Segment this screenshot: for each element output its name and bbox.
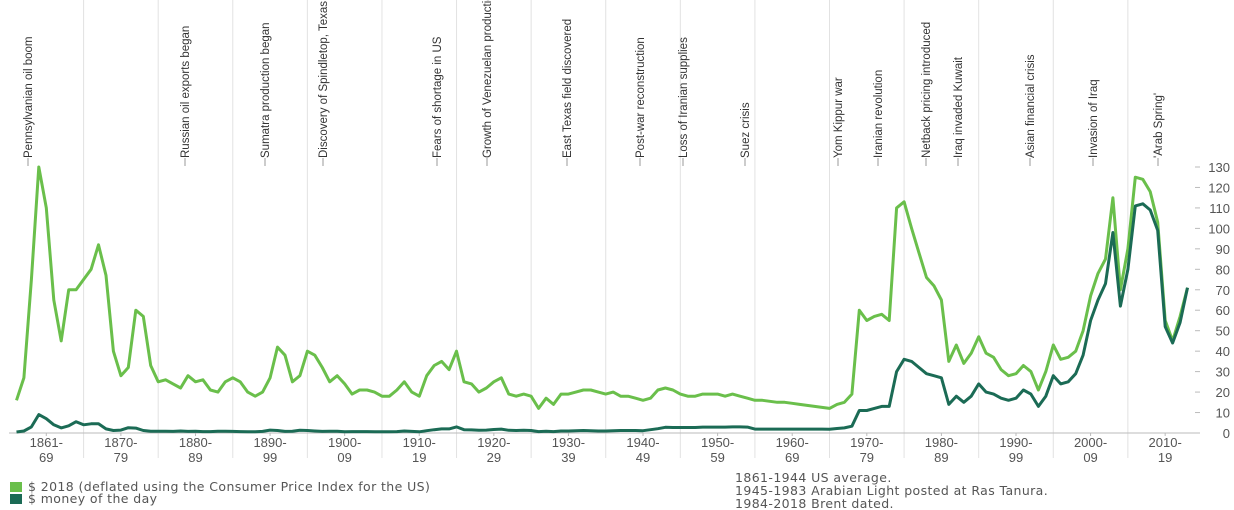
x-tick-label-line: 89 — [188, 450, 202, 465]
y-tick-label: 110 — [1209, 201, 1230, 216]
x-tick-label: 2000-09 — [1074, 435, 1107, 465]
x-tick-label: 1910-19 — [403, 435, 436, 465]
x-tick-label: 1870-79 — [104, 435, 137, 465]
legend-swatch — [10, 494, 22, 504]
annotation: Sumatra production began — [260, 22, 272, 158]
x-tick-label-line: 1960- — [776, 435, 809, 450]
x-tick-label: 1950-59 — [701, 435, 734, 465]
x-tick-label-line: 1900- — [328, 435, 361, 450]
y-tick-label: 130 — [1208, 160, 1230, 175]
annotation: Fears of shortage in US — [432, 36, 444, 158]
x-tick-label: 1920-29 — [477, 435, 510, 465]
x-tick-label-line: 39 — [561, 450, 575, 465]
x-tick-label-line: 29 — [487, 450, 501, 465]
x-tick-label: 2010-19 — [1149, 435, 1182, 465]
x-tick-label-line: 49 — [636, 450, 650, 465]
x-tick-label: 1980-89 — [925, 435, 958, 465]
x-tick-label-line: 99 — [1009, 450, 1023, 465]
annotation: 'Arab Spring' — [1153, 93, 1165, 158]
x-tick-label-line: 79 — [114, 450, 128, 465]
x-tick-label-line: 79 — [860, 450, 874, 465]
legend-label: $ 2018 (deflated using the Consumer Pric… — [28, 479, 430, 494]
annotation: Iraq invaded Kuwait — [953, 56, 965, 158]
series-line — [15, 165, 1189, 410]
y-tick-label: 90 — [1216, 242, 1230, 257]
x-tick-label-line: 89 — [934, 450, 948, 465]
x-tick-label: 1940-49 — [626, 435, 659, 465]
y-tick-label: 0 — [1223, 426, 1230, 441]
y-tick-label: 70 — [1216, 283, 1230, 298]
x-tick-label-line: 1950- — [701, 435, 734, 450]
annotation: Netback pricing introduced — [921, 22, 933, 158]
annotation: Growth of Venezuelan production — [482, 0, 494, 158]
x-tick-label: 1930-39 — [552, 435, 585, 465]
x-tick-label: 1960-69 — [776, 435, 809, 465]
y-tick-label: 40 — [1216, 344, 1230, 359]
annotation: Discovery of Spindletop, Texas — [318, 1, 330, 158]
x-tick-label-line: 69 — [785, 450, 799, 465]
x-tick-label-line: 1940- — [626, 435, 659, 450]
x-tick-label-line: 1920- — [477, 435, 510, 450]
x-tick-label-line: 09 — [337, 450, 351, 465]
note: 1861-1944 US average. — [735, 470, 892, 485]
series-line — [16, 202, 1189, 434]
annotation: East Texas field discovered — [562, 19, 574, 158]
x-tick-label-line: 69 — [39, 450, 53, 465]
x-tick-label-line: 1910- — [403, 435, 436, 450]
x-tick-label: 1970-79 — [850, 435, 883, 465]
annotation: Suez crisis — [740, 102, 752, 158]
x-tick-label: 1880-89 — [179, 435, 212, 465]
x-tick-label-line: 1861- — [30, 435, 63, 450]
y-tick-label: 50 — [1216, 324, 1230, 339]
x-tick-label-line: 2010- — [1149, 435, 1182, 450]
annotation: Loss of Iranian supplies — [678, 37, 690, 158]
annotation: Asian financial crisis — [1025, 54, 1037, 158]
y-tick-label: 30 — [1216, 365, 1230, 380]
y-tick-label: 20 — [1216, 385, 1230, 400]
note: 1984-2018 Brent dated. — [735, 496, 894, 510]
x-tick-label-line: 1970- — [850, 435, 883, 450]
legend-label: $ money of the day — [28, 491, 158, 506]
x-tick-label-line: 1930- — [552, 435, 585, 450]
x-tick-label-line: 1880- — [179, 435, 212, 450]
x-tick-label-line: 1890- — [253, 435, 286, 450]
x-tick-label-line: 99 — [263, 450, 277, 465]
annotation: Invasion of Iraq — [1088, 79, 1100, 158]
y-tick-label: 100 — [1208, 221, 1230, 236]
annotation: Russian oil exports began — [180, 26, 192, 158]
x-tick-label: 1990-99 — [999, 435, 1032, 465]
legend-swatch — [10, 482, 22, 492]
x-tick-label-line: 1870- — [104, 435, 137, 450]
annotation: Iranian revolution — [873, 70, 885, 158]
y-tick-label: 60 — [1216, 303, 1230, 318]
x-tick-label: 1890-99 — [253, 435, 286, 465]
annotation: Yom Kippur war — [833, 77, 845, 158]
y-tick-label: 80 — [1216, 262, 1230, 277]
x-tick-label: 1861-69 — [30, 435, 63, 465]
x-tick-label-line: 19 — [412, 450, 426, 465]
x-tick-label-line: 1990- — [999, 435, 1032, 450]
y-tick-label: 10 — [1216, 406, 1230, 421]
x-tick-label-line: 2000- — [1074, 435, 1107, 450]
x-tick-label: 1900-09 — [328, 435, 361, 465]
x-tick-label-line: 1980- — [925, 435, 958, 450]
x-tick-label-line: 19 — [1158, 450, 1172, 465]
x-tick-label-line: 59 — [710, 450, 724, 465]
x-tick-label-line: 09 — [1083, 450, 1097, 465]
annotation: Post-war reconstruction — [635, 37, 647, 158]
note: 1945-1983 Arabian Light posted at Ras Ta… — [735, 483, 1048, 498]
annotation: Pennsylvanian oil boom — [23, 37, 35, 158]
y-tick-label: 120 — [1208, 180, 1230, 195]
